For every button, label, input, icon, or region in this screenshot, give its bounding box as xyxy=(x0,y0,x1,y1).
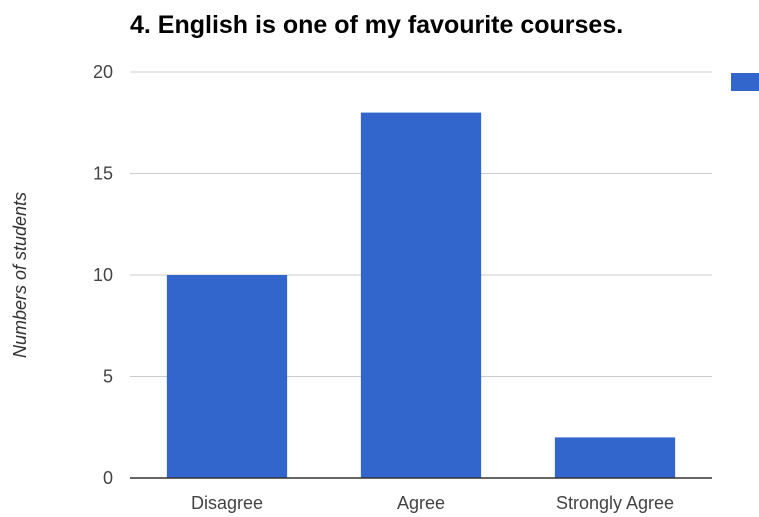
chart-title: 4. English is one of my favourite course… xyxy=(130,11,623,39)
legend xyxy=(731,73,759,91)
x-tick-label-disagree: Disagree xyxy=(191,493,263,513)
axes: 0 5 10 15 20 Disagree Agree Strongly Agree xyxy=(93,62,712,513)
legend-swatch xyxy=(731,73,759,91)
bar-agree xyxy=(360,112,482,478)
y-tick-label-5: 5 xyxy=(103,367,113,387)
y-tick-label-20: 20 xyxy=(93,62,113,82)
y-axis-title: Numbers of students xyxy=(10,192,30,358)
y-tick-label-15: 15 xyxy=(93,164,113,184)
bars xyxy=(166,112,676,478)
y-tick-label-10: 10 xyxy=(93,265,113,285)
x-tick-label-strongly-agree: Strongly Agree xyxy=(556,493,674,513)
bar-disagree xyxy=(166,275,288,478)
y-tick-label-0: 0 xyxy=(103,468,113,488)
x-tick-label-agree: Agree xyxy=(397,493,445,513)
bar-strongly-agree xyxy=(554,437,676,478)
